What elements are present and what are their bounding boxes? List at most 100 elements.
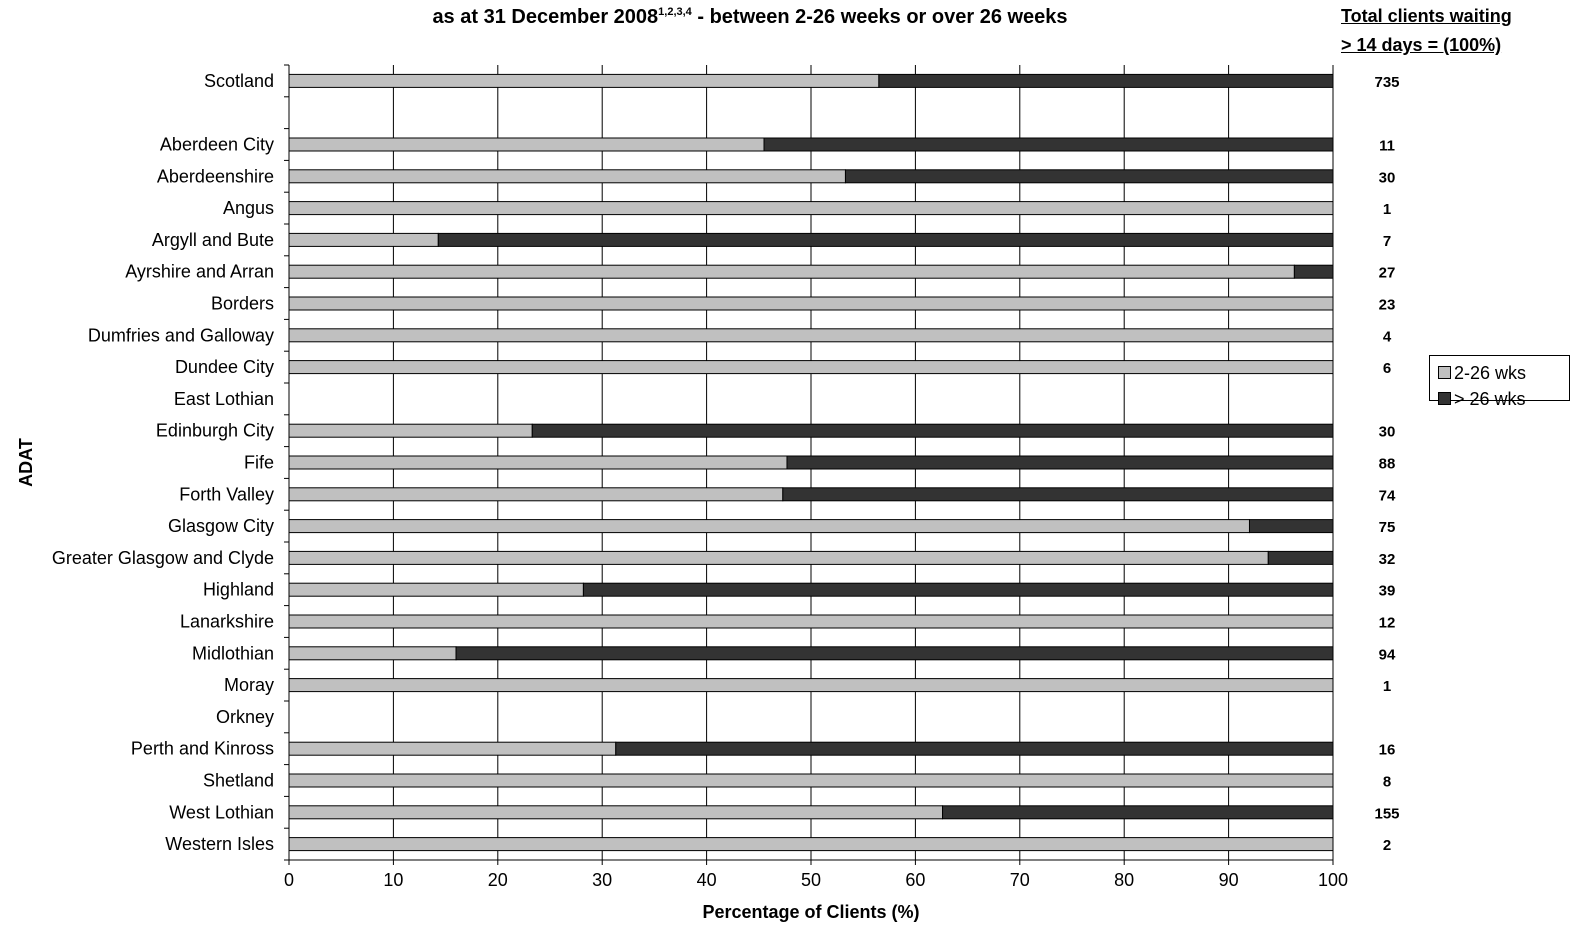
x-tick-label: 70 [1010,870,1030,890]
category-label: East Lothian [174,389,274,409]
total-clients-label: 39 [1379,583,1396,600]
total-clients-label: 30 [1379,169,1396,186]
category-label: Glasgow City [168,516,274,536]
bar-2-26-wks [288,741,617,756]
x-tick-label: 0 [284,870,294,890]
category-label: Shetland [203,771,274,791]
x-tick-label: 20 [488,870,508,890]
category-label: Borders [211,294,274,314]
total-clients-label: 16 [1379,742,1396,759]
legend-swatch-2-26-wks [1438,366,1451,380]
total-clients-label: 94 [1379,646,1396,663]
bar-over-26-wks [1293,264,1334,279]
total-clients-label: 30 [1379,424,1396,441]
bar-over-26-wks [455,646,1334,661]
total-clients-label: 75 [1379,519,1396,536]
category-label: Forth Valley [179,484,274,504]
x-tick-label: 60 [905,870,925,890]
total-clients-label: 8 [1383,774,1391,791]
category-label: Midlothian [192,643,274,663]
bar-2-26-wks [288,423,533,438]
bar-over-26-wks [531,423,1334,438]
bar-2-26-wks [288,582,584,597]
chart-title-footnotes: 1,2,3,4 [658,6,692,18]
bar-2-26-wks [288,519,1250,534]
bar-over-26-wks [1248,519,1334,534]
chart-title-main: as at 31 December 2008 [432,6,659,28]
bar-over-26-wks [582,582,1334,597]
bar-2-26-wks [288,328,1334,343]
x-tick-label: 10 [383,870,403,890]
x-tick-label: 50 [801,870,821,890]
chart-title-tail: - between 2-26 weeks or over 26 weeks [691,6,1068,28]
legend-label-2-26-wks: 2-26 wks [1454,363,1527,383]
total-clients-label: 88 [1379,456,1396,473]
category-label: Dundee City [175,357,274,377]
total-clients-label: 32 [1379,551,1396,568]
category-label: Edinburgh City [156,421,274,441]
bar-2-26-wks [288,773,1334,788]
legend-swatch-over-26-wks [1438,392,1451,406]
bar-over-26-wks [615,741,1334,756]
total-clients-label: 735 [1374,74,1399,91]
total-clients-label: 4 [1383,328,1392,345]
totals-header-line-1: Total clients waiting [1341,6,1512,26]
total-clients-label: 12 [1379,615,1396,632]
x-tick-label: 90 [1219,870,1239,890]
bar-over-26-wks [437,232,1334,247]
category-label: Aberdeenshire [157,166,274,186]
chart-legend: 2-26 wks > 26 wks [1429,355,1570,409]
bar-2-26-wks [288,487,784,502]
bar-2-26-wks [288,264,1295,279]
bar-over-26-wks [763,137,1334,152]
bar-2-26-wks [288,201,1334,216]
total-clients-label: 1 [1383,678,1391,695]
bar-over-26-wks [786,455,1334,470]
x-axis-title: Percentage of Clients (%) [702,902,919,922]
bar-2-26-wks [288,360,1334,375]
total-clients-label: 74 [1379,487,1396,504]
bar-2-26-wks [288,678,1334,693]
category-label: Angus [223,198,274,218]
bar-2-26-wks [288,837,1334,852]
category-label: West Lothian [169,802,274,822]
chart-title: as at 31 December 20081,2,3,4 - between … [330,0,1170,29]
x-tick-label: 80 [1114,870,1134,890]
legend-item-2-26-wks: 2-26 wks [1438,362,1526,384]
total-clients-label: 7 [1383,233,1391,250]
bar-over-26-wks [844,169,1334,184]
category-label: Perth and Kinross [131,739,274,759]
category-label: Orkney [216,707,274,727]
total-clients-label: 1 [1383,201,1391,218]
category-label: Lanarkshire [180,612,274,632]
bar-over-26-wks [878,73,1334,88]
totals-header-line-2: > 14 days = (100%) [1341,35,1502,55]
total-clients-label: 11 [1379,138,1395,155]
total-clients-label: 23 [1379,297,1396,314]
bar-over-26-wks [942,805,1334,820]
y-axis-title: ADAT [16,438,36,487]
total-clients-label: 2 [1383,837,1391,854]
category-label: Highland [203,580,274,600]
legend-label-over-26-wks: > 26 wks [1454,389,1526,409]
bar-2-26-wks [288,646,457,661]
category-label: Western Isles [165,834,274,854]
category-label: Dumfries and Galloway [88,325,274,345]
category-label: Greater Glasgow and Clyde [52,548,274,568]
bar-2-26-wks [288,550,1269,565]
category-label: Aberdeen City [160,135,274,155]
total-clients-label: 27 [1379,265,1396,282]
legend-item-over-26-wks: > 26 wks [1438,388,1526,410]
category-label: Moray [224,675,274,695]
category-label: Fife [244,453,274,473]
bar-2-26-wks [288,169,846,184]
bar-2-26-wks [288,137,765,152]
bar-2-26-wks [288,296,1334,311]
bar-2-26-wks [288,455,788,470]
total-clients-label: 6 [1383,360,1391,377]
category-label: Scotland [204,71,274,91]
bar-2-26-wks [288,73,880,88]
bar-2-26-wks [288,614,1334,629]
x-tick-label: 40 [697,870,717,890]
